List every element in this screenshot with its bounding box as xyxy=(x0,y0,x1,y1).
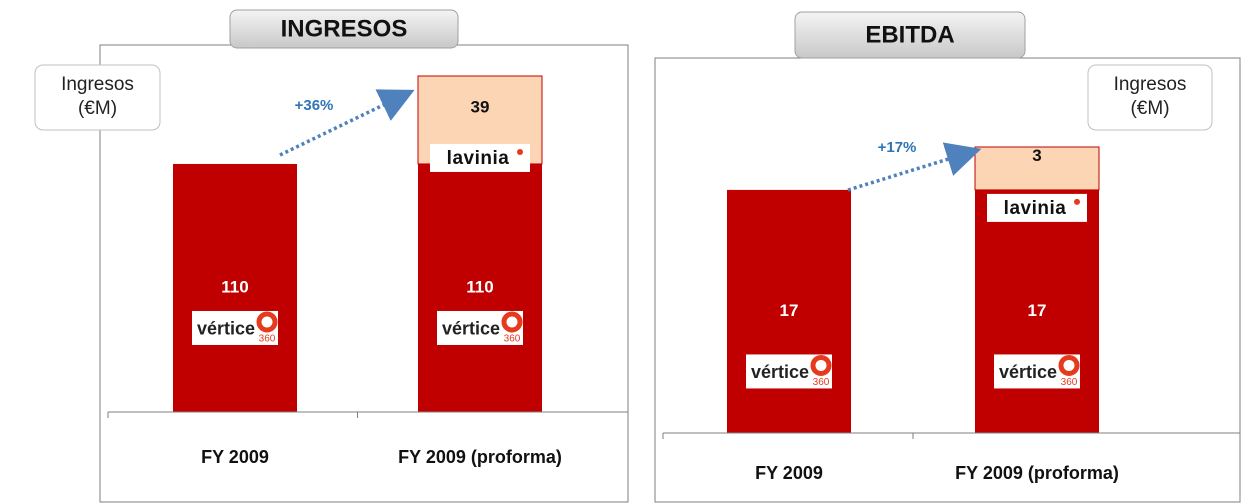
growth-annotation: +36% xyxy=(295,97,334,114)
y-label-box xyxy=(1087,64,1213,131)
x-tick-label: FY 2009 (proforma) xyxy=(398,447,562,467)
logo-text: lavinia xyxy=(447,148,510,169)
bar-segment xyxy=(418,163,542,412)
x-tick-label: FY 2009 xyxy=(755,463,823,483)
bar-segment xyxy=(975,189,1099,433)
chart-title: EBITDA xyxy=(865,21,954,48)
bar-segment xyxy=(727,189,851,433)
title-tab xyxy=(794,11,1026,59)
logo-text: vértice xyxy=(999,362,1057,382)
chart-title: INGRESOS xyxy=(281,15,408,42)
x-tick-label: FY 2009 (proforma) xyxy=(955,463,1119,483)
y-label: Ingresos (€M) xyxy=(61,74,134,119)
title-tab xyxy=(229,9,459,49)
logo-text: vértice xyxy=(442,319,500,339)
logo-text: vértice xyxy=(197,319,255,339)
value-label: 110 xyxy=(221,277,248,296)
logo-dot xyxy=(501,311,523,333)
growth-arrow xyxy=(847,142,982,192)
value-label: 110 xyxy=(466,277,493,296)
logo-text: vértice xyxy=(751,362,809,382)
y-label-wrap: Ingresos (€M) xyxy=(61,74,134,119)
logo-text: lavinia xyxy=(1004,198,1067,219)
logo-badge: 360 xyxy=(504,334,521,345)
logo-dot xyxy=(810,354,832,376)
value-label: 39 xyxy=(471,97,490,116)
bar-segment xyxy=(173,163,297,412)
logo-dot xyxy=(256,311,278,333)
logo-box xyxy=(987,193,1087,222)
logo-dot xyxy=(1074,198,1080,205)
value-label: 17 xyxy=(1028,301,1047,320)
value-label: 17 xyxy=(780,301,799,320)
growth-annotation: +17% xyxy=(878,139,917,156)
logo-badge: 360 xyxy=(1061,377,1078,388)
x-tick-label: FY 2009 xyxy=(201,447,269,467)
logo-dot xyxy=(1058,354,1080,376)
value-label: 3 xyxy=(1032,146,1041,165)
logo-badge: 360 xyxy=(259,334,276,345)
growth-arrow xyxy=(279,89,415,157)
logo-dot xyxy=(517,148,523,155)
y-label-wrap: Ingresos (€M) xyxy=(1113,74,1187,119)
y-label: Ingresos (€M) xyxy=(1113,74,1187,119)
logo-badge: 360 xyxy=(813,377,830,388)
logo-box xyxy=(430,143,530,172)
y-label-box xyxy=(34,64,161,131)
